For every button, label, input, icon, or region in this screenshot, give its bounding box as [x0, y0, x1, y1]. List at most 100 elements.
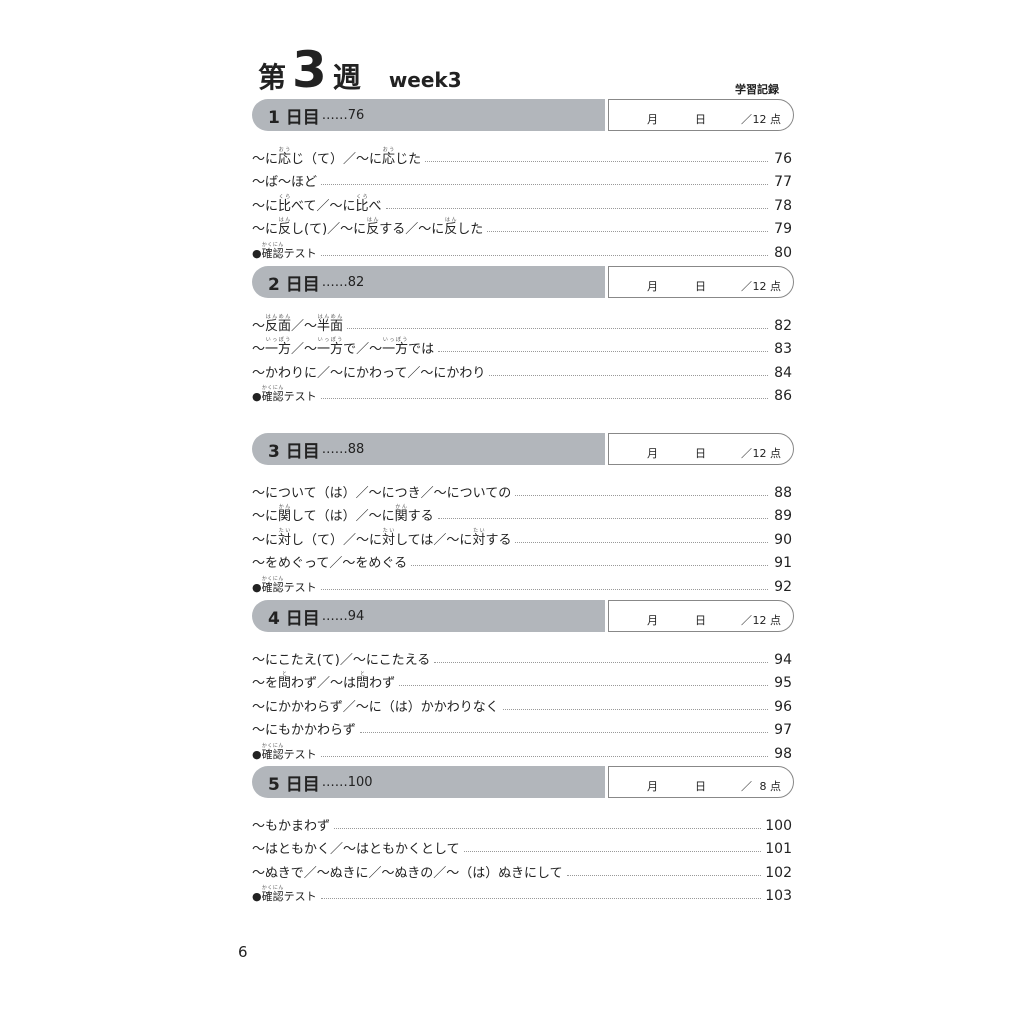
toc-entry[interactable]: ～に対たいし（て）／～に対たいしては／～に対たいする 90	[252, 524, 792, 548]
entry-page: 83	[774, 341, 792, 357]
entry-page: 78	[774, 197, 792, 214]
leader-dots	[434, 661, 768, 663]
entry-title: ～ば～ほど	[252, 175, 318, 190]
ruby-text: 関かん	[394, 504, 408, 524]
day-field-label: 日	[695, 447, 706, 460]
study-record-box[interactable]: 月 日 ／ 12 点	[608, 266, 794, 298]
entry-title: ～を問とわず／～は問とわず	[252, 671, 396, 691]
entry-title: ～かわりに／～にかわって／～にかわり	[252, 365, 486, 381]
entry-page: 101	[765, 841, 792, 857]
day-header: 2 日目 ……82 月 日 ／ 12 点	[252, 266, 794, 298]
month-label: 月	[647, 614, 658, 627]
toc-entry[interactable]: ～にもかかわらず 97	[252, 715, 792, 738]
review-test-entry[interactable]: ●確認かくにんテスト 98	[252, 738, 792, 762]
study-record-box[interactable]: 月 日 ／ 12 点	[608, 433, 794, 465]
ruby-text: 反はん	[444, 217, 458, 237]
leader-dots	[438, 351, 768, 352]
score-total: 12 点	[752, 113, 782, 126]
ruby-text: 問と	[356, 671, 370, 691]
leader-dots	[320, 755, 768, 757]
title-prefix: 第	[258, 61, 287, 94]
ruby-text: 半面はんめん	[317, 313, 344, 334]
leader-dots	[515, 541, 768, 543]
toc-entry[interactable]: ～反面はんめん／～半面はんめん 82	[252, 310, 792, 334]
entry-page: 86	[774, 388, 792, 404]
toc-entry[interactable]: ～にかかわらず／～に（は）かかわりなく 96	[252, 691, 792, 715]
toc-entry[interactable]: ～に関かんして（は）／～に関かんする 89	[252, 501, 792, 524]
entry-page: 102	[765, 864, 792, 881]
score-total: 12 点	[752, 280, 782, 293]
slash: ／	[741, 447, 752, 460]
toc-entry[interactable]: ～に比くらべて／～に比くらべ 78	[252, 190, 792, 214]
day-field-label: 日	[695, 280, 706, 293]
entry-page: 92	[774, 578, 792, 595]
day-header-bar: 5 日目 ……100	[252, 766, 605, 798]
leader-dots	[463, 851, 762, 852]
ruby-text: 確認かくにん	[261, 885, 284, 903]
toc-entry[interactable]: ～に応おうじ（て）／～に応おうじた 76	[252, 143, 792, 167]
toc-entry[interactable]: ～について（は）／～につき／～についての 88	[252, 477, 792, 501]
day-start-page: ……88	[321, 441, 365, 457]
toc-entry[interactable]: ～かわりに／～にかわって／～にかわり 84	[252, 357, 792, 381]
leader-dots	[321, 184, 768, 185]
toc-entry[interactable]: ～もかまわず 100	[252, 810, 792, 834]
entry-page: 90	[774, 531, 792, 548]
day-label: 4 日目	[268, 608, 320, 629]
toc-entry[interactable]: ～ば～ほど 77	[252, 167, 792, 190]
slash: ／	[741, 614, 752, 627]
entry-title: ●確認かくにんテスト	[252, 575, 317, 594]
leader-dots	[399, 685, 768, 686]
day-field-label: 日	[695, 614, 706, 627]
entry-title: ～に関かんして（は）／～に関かんする	[252, 504, 434, 524]
ruby-text: 対たい	[382, 527, 396, 548]
score-total: 8 点	[759, 780, 782, 793]
toc-entry[interactable]: ～にこたえ(て)／～にこたえる 94	[252, 644, 792, 668]
entry-title: ～反面はんめん／～半面はんめん	[252, 313, 344, 334]
day-header: 5 日目 ……100 月 日 ／ 8 点	[252, 766, 794, 798]
ruby-text: 一方いっぽう	[382, 337, 409, 357]
day-start-page: ……94	[321, 608, 365, 624]
ruby-text: 一方いっぽう	[265, 337, 292, 357]
entry-page: 80	[774, 244, 792, 261]
toc-entry[interactable]: ～をめぐって／～をめぐる 91	[252, 548, 792, 571]
entry-title: ～に反はんし(て)／～に反はんする／～に反はんした	[252, 217, 484, 237]
toc-entry[interactable]: ～一方いっぽう／～一方いっぽうで／～一方いっぽうでは 83	[252, 334, 792, 357]
ruby-text: 問と	[278, 671, 292, 691]
entry-title: ～に対たいし（て）／～に対たいしては／～に対たいする	[252, 527, 512, 548]
slash: ／	[741, 113, 752, 126]
day-field-label: 日	[695, 113, 706, 126]
leader-dots	[487, 231, 768, 232]
ruby-text: 確認かくにん	[261, 742, 284, 761]
week-title: 第 3 週 week3	[258, 41, 462, 99]
title-number: 3	[292, 41, 327, 99]
toc-entry[interactable]: ～を問とわず／～は問とわず 95	[252, 668, 792, 691]
review-test-entry[interactable]: ●確認かくにんテスト 92	[252, 571, 792, 595]
ruby-text: 応おう	[382, 146, 396, 167]
ruby-text: 確認かくにん	[261, 385, 284, 403]
entry-title: ～をめぐって／～をめぐる	[252, 556, 408, 571]
leader-dots	[411, 565, 768, 566]
month-label: 月	[647, 780, 658, 793]
review-test-entry[interactable]: ●確認かくにんテスト 103	[252, 881, 792, 904]
entry-page: 94	[774, 651, 792, 668]
entry-page: 96	[774, 698, 792, 715]
title-english: week3	[388, 68, 462, 92]
entry-title: ～に応おうじ（て）／～に応おうじた	[252, 146, 422, 167]
study-record-box[interactable]: 月 日 ／ 12 点	[608, 99, 794, 131]
review-test-entry[interactable]: ●確認かくにんテスト 80	[252, 237, 792, 261]
review-test-entry[interactable]: ●確認かくにんテスト 86	[252, 381, 792, 404]
day-header-bar: 4 日目 ……94	[252, 600, 605, 632]
study-record-box[interactable]: 月 日 ／ 12 点	[608, 600, 794, 632]
ruby-text: 対たい	[278, 527, 292, 548]
leader-dots	[385, 207, 768, 209]
score-total: 12 点	[752, 614, 782, 627]
entry-title: ～ぬきで／～ぬきに／～ぬきの／～（は）ぬきにして	[252, 865, 563, 881]
toc-entry[interactable]: ～に反はんし(て)／～に反はんする／～に反はんした 79	[252, 214, 792, 237]
leader-dots	[489, 374, 768, 376]
toc-entry[interactable]: ～はともかく／～はともかくとして 101	[252, 834, 792, 857]
leader-dots	[566, 874, 762, 876]
study-record-box[interactable]: 月 日 ／ 8 点	[608, 766, 794, 798]
ruby-text: 反はん	[366, 217, 380, 237]
day-header-bar: 3 日目 ……88	[252, 433, 605, 465]
toc-entry[interactable]: ～ぬきで／～ぬきに／～ぬきの／～（は）ぬきにして 102	[252, 857, 792, 881]
